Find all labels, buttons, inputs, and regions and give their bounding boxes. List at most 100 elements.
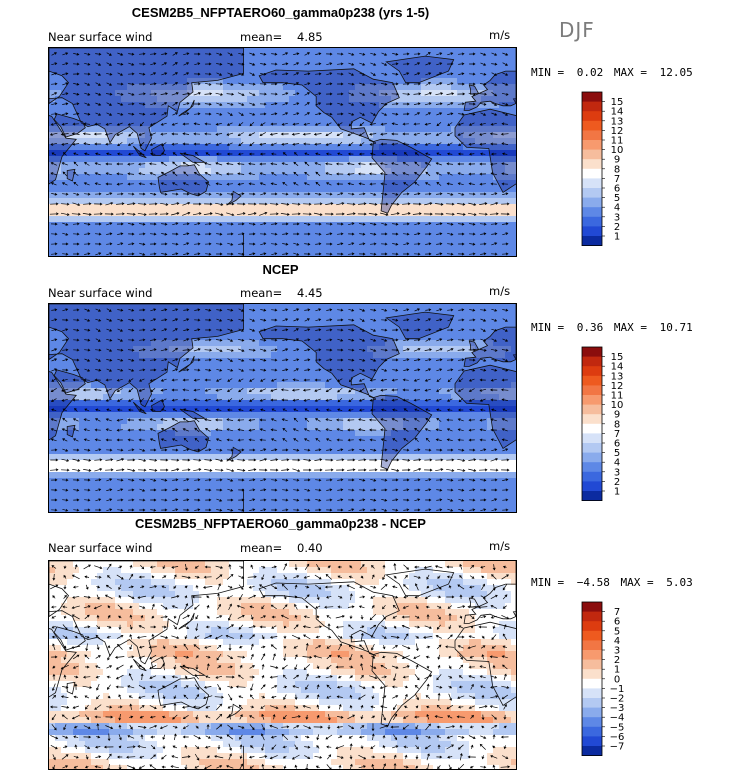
field-cell (313, 322, 320, 329)
field-cell (307, 240, 314, 247)
field-cell (337, 222, 344, 229)
field-cell (361, 108, 368, 115)
field-cell (235, 120, 242, 127)
field-cell (127, 400, 134, 407)
field-cell (97, 48, 104, 55)
field-cell (469, 334, 476, 341)
field-cell (499, 48, 506, 55)
wind-vector (293, 232, 300, 236)
colorbar-tick-label: 5 (614, 193, 620, 204)
field-cell (301, 120, 308, 127)
field-cell (163, 340, 170, 347)
wind-vector (501, 162, 509, 166)
field-cell (163, 72, 170, 79)
field-cell (439, 352, 446, 359)
field-cell (313, 186, 320, 193)
field-cell (235, 144, 242, 151)
field-cell (433, 216, 440, 223)
field-cell (187, 48, 194, 55)
wind-vector (281, 142, 289, 146)
field-cell (229, 96, 236, 103)
field-cell (175, 310, 182, 317)
field-cell (67, 66, 74, 73)
field-cell (499, 376, 506, 383)
field-cell (265, 246, 272, 253)
wind-vector (116, 172, 124, 176)
field-cell (343, 252, 350, 256)
field-cell (487, 180, 494, 187)
field-cell (445, 340, 452, 347)
wind-vector (491, 102, 498, 106)
field-cell (307, 138, 314, 145)
field-cell (421, 114, 428, 121)
field-cell (91, 156, 98, 163)
field-cell (301, 198, 308, 205)
field-cell (481, 168, 488, 175)
field-cell (49, 126, 56, 133)
wind-vector (50, 222, 58, 226)
field-cell (139, 48, 146, 55)
field-cell (421, 210, 428, 217)
field-cell (289, 364, 296, 371)
field-cell (91, 376, 98, 383)
wind-vector (423, 212, 433, 216)
wind-vector (337, 72, 344, 76)
field-cell (457, 84, 464, 91)
field-cell (109, 156, 116, 163)
wind-vector (447, 52, 454, 56)
field-cell (283, 382, 290, 389)
field-cell (103, 174, 110, 181)
field-cell (199, 334, 206, 341)
field-cell (289, 310, 296, 317)
wind-vector (282, 152, 287, 156)
field-cell (139, 66, 146, 73)
field-cell (349, 376, 356, 383)
field-cell (73, 228, 80, 235)
field-cell (103, 352, 110, 359)
field-cell (313, 340, 320, 347)
field-cell (493, 216, 500, 223)
wind-vector (95, 62, 102, 66)
field-cell (415, 72, 422, 79)
field-cell (367, 310, 374, 317)
field-cell (55, 370, 62, 377)
field-cell (79, 228, 86, 235)
field-cell (379, 364, 386, 371)
field-cell (151, 364, 158, 371)
field-cell (91, 90, 98, 97)
field-cell (67, 358, 74, 365)
field-cell (451, 174, 458, 181)
field-cell (97, 60, 104, 67)
field-cell (181, 334, 188, 341)
wind-vector (83, 142, 91, 146)
field-cell (283, 168, 290, 175)
wind-vector (226, 182, 233, 186)
field-cell (307, 322, 314, 329)
wind-vector (182, 182, 189, 186)
field-cell (61, 210, 68, 217)
field-cell (277, 364, 284, 371)
field-cell (457, 180, 464, 187)
wind-vector (106, 242, 113, 246)
field-cell (319, 252, 326, 256)
field-cell (505, 162, 512, 169)
field-cell (169, 358, 176, 365)
field-cell (169, 222, 176, 229)
field-cell (193, 78, 200, 85)
wind-vector (149, 202, 158, 206)
field-cell (463, 252, 470, 256)
field-cell (211, 108, 218, 115)
field-cell (241, 120, 248, 127)
field-cell (121, 216, 128, 223)
field-cell (73, 204, 80, 211)
field-cell (163, 228, 170, 235)
field-cell (505, 60, 512, 67)
wind-vector (479, 142, 487, 146)
field-cell (385, 114, 392, 121)
field-cell (265, 234, 272, 241)
field-cell (451, 216, 458, 223)
colorbar-tick-label: 12 (611, 126, 624, 137)
field-cell (361, 222, 368, 229)
field-cell (175, 102, 182, 109)
field-cell (397, 316, 404, 323)
